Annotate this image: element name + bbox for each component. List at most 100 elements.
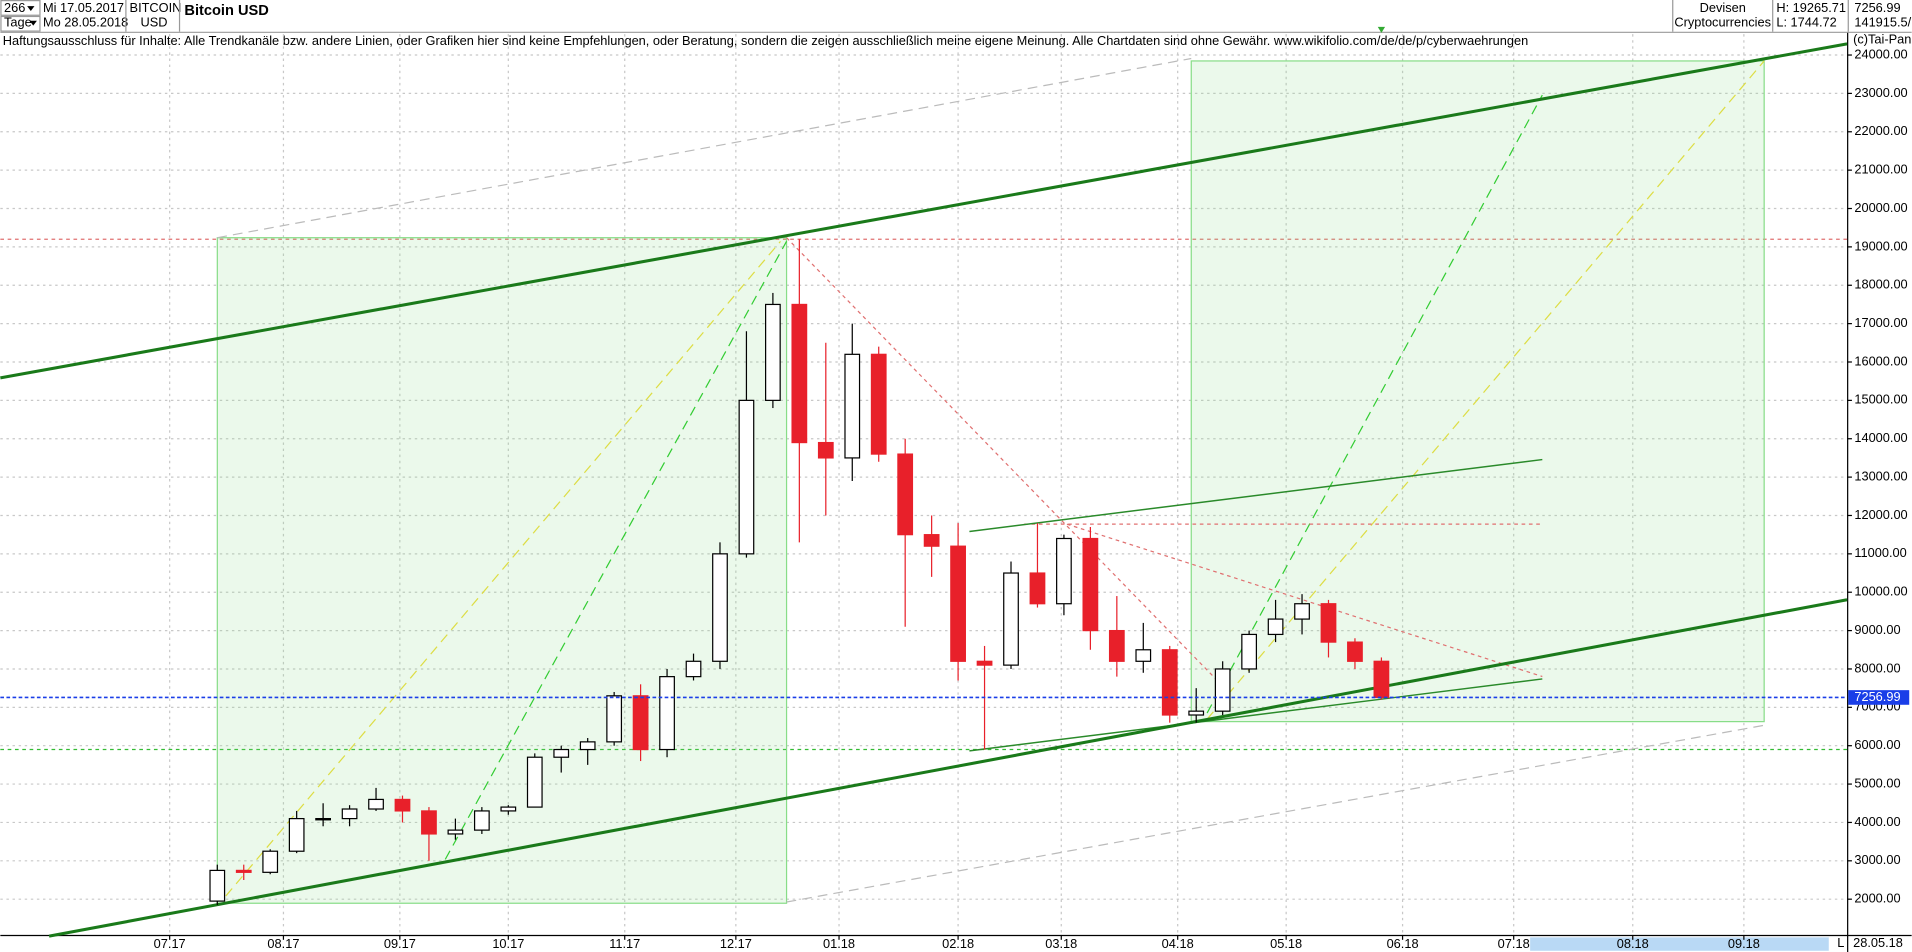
x-tick-label: 12.17 — [720, 936, 752, 951]
candle-body — [1056, 537, 1072, 605]
x-tick-label: 08.18 — [1617, 936, 1649, 951]
gray-dashed — [786, 724, 1765, 903]
y-tick-label: 9000.00 — [1854, 622, 1900, 637]
candle-body — [976, 660, 993, 666]
y-tick-label: 20000.00 — [1854, 200, 1907, 215]
candle-body — [1320, 603, 1337, 643]
y-tick-label: 22000.00 — [1854, 123, 1907, 138]
y-tick-label: 16000.00 — [1854, 353, 1907, 368]
last-price-tag — [1848, 690, 1910, 705]
x-tick-label: 11.17 — [609, 936, 640, 951]
y-tick-label: 18000.00 — [1854, 277, 1907, 292]
x-tick-label: 04.18 — [1162, 936, 1194, 951]
currency: USD — [141, 15, 168, 30]
candle-body — [1135, 649, 1152, 662]
candle-body — [1188, 710, 1205, 716]
candle-body — [1373, 660, 1390, 699]
last-price-label: 7256.99 — [1854, 689, 1900, 704]
x-tick-label: 02.18 — [942, 936, 974, 951]
chart-title: Bitcoin USD — [184, 3, 268, 19]
bars-box[interactable] — [0, 0, 41, 16]
high: H: 19265.71 — [1776, 0, 1846, 15]
y-tick-label: 14000.00 — [1854, 430, 1907, 445]
volume: 141915.5/ — [1854, 15, 1911, 30]
y-tick-label: 2000.00 — [1854, 891, 1900, 906]
candle-body — [1082, 537, 1099, 632]
scroll-range[interactable] — [1530, 937, 1829, 951]
candle-body — [262, 850, 279, 873]
y-tick-label: 13000.00 — [1854, 468, 1907, 483]
candle-body — [447, 829, 464, 835]
candle-body — [685, 660, 702, 678]
x-tick-label: 09.17 — [384, 936, 416, 951]
trend-channel — [0, 42, 1848, 380]
header: 266 Mi 17.05.2017 Tage Mo 28.05.2018 BIT… — [0, 0, 1912, 48]
scale-mode[interactable]: L — [1837, 935, 1844, 950]
drawings — [0, 42, 1848, 938]
candle-body — [791, 303, 808, 444]
y-tick-label: 19000.00 — [1854, 238, 1907, 253]
last: 7256.99 — [1854, 0, 1900, 15]
x-tick-label: 07.17 — [154, 936, 186, 951]
bars: 266 — [4, 0, 25, 15]
candle-body — [1294, 603, 1310, 620]
candle-body — [897, 453, 914, 536]
x-tick-label: 09.18 — [1728, 936, 1760, 951]
gray-dashed — [217, 57, 1192, 239]
y-tick-label: 21000.00 — [1854, 162, 1907, 177]
axis-labels: 2000.003000.004000.005000.006000.007000.… — [154, 46, 1910, 951]
candle-body — [844, 353, 861, 459]
y-tick-label: 17000.00 — [1854, 315, 1907, 330]
y-tick-label: 4000.00 — [1854, 814, 1900, 829]
candle-body — [1214, 668, 1231, 712]
candle-body — [553, 748, 570, 758]
dropdown-icon — [27, 6, 35, 11]
group: Devisen — [1700, 0, 1746, 15]
dropdown-icon — [29, 20, 37, 26]
y-tick-label: 3000.00 — [1854, 852, 1900, 867]
box — [216, 237, 788, 904]
candle-body — [473, 810, 490, 831]
candle-body — [1003, 572, 1019, 666]
red-dotted — [786, 237, 1220, 684]
y-tick-label: 5000.00 — [1854, 775, 1900, 790]
candle-body — [738, 399, 755, 555]
candle-body — [579, 741, 596, 751]
candle-body — [659, 676, 675, 751]
candle-body — [1108, 629, 1125, 662]
symbol: BITCOIN — [130, 0, 182, 15]
candle-body — [765, 303, 781, 401]
candle-body — [1241, 633, 1258, 670]
candle-body — [368, 798, 384, 810]
candle-body — [1347, 641, 1363, 662]
x-tick-label: 08.17 — [267, 936, 299, 951]
candle-body — [1029, 572, 1046, 605]
trend-line — [969, 458, 1543, 533]
box — [1190, 60, 1765, 723]
y-tick-label: 15000.00 — [1854, 392, 1907, 407]
trend-line — [969, 678, 1543, 752]
candle-body — [394, 798, 411, 812]
candle-body — [315, 817, 332, 821]
marker — [1377, 26, 1386, 33]
candle-body — [500, 806, 517, 812]
candles — [0, 239, 1848, 905]
axis-date: 28.05.18 — [1853, 935, 1903, 950]
period-box[interactable] — [0, 15, 41, 32]
candle-body — [421, 810, 437, 835]
candle-body — [1267, 618, 1284, 636]
candle-body — [606, 695, 623, 743]
green-dashed — [444, 241, 788, 860]
to-date: Mo 28.05.2018 — [43, 15, 128, 30]
trend-channel — [48, 598, 1848, 938]
period: Tage — [4, 15, 32, 30]
y-tick-label: 12000.00 — [1854, 507, 1907, 522]
from-date: Mi 17.05.2017 — [43, 0, 124, 15]
low: L: 1744.72 — [1776, 15, 1836, 30]
disclaimer: Haftungsausschluss für Inhalte: Alle Tre… — [3, 33, 1528, 48]
x-tick-label: 10.17 — [492, 936, 524, 951]
candle-body — [870, 353, 887, 455]
x-tick-label: 03.18 — [1045, 936, 1077, 951]
